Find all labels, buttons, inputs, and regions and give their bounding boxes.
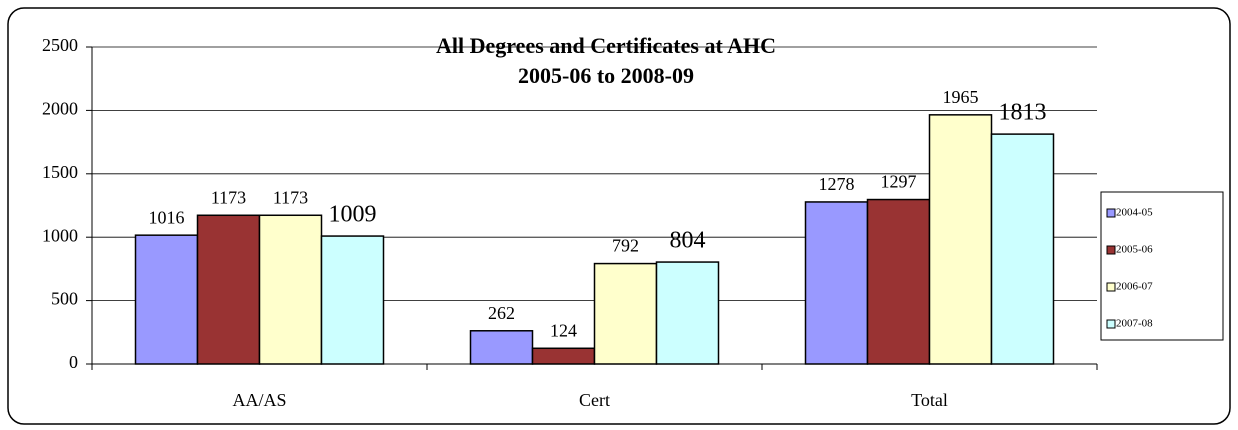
- y-tick-label: 0: [69, 352, 78, 372]
- data-label: 1016: [149, 207, 185, 227]
- x-tick-label: Cert: [579, 390, 610, 410]
- y-tick-label: 500: [51, 289, 78, 309]
- data-label: 1813: [999, 100, 1047, 126]
- legend-swatch: [1106, 282, 1116, 292]
- y-tick-label: 1000: [42, 225, 78, 245]
- bar: [866, 198, 931, 365]
- legend-label: 2005-06: [1116, 244, 1153, 256]
- legend-box: [1100, 191, 1224, 341]
- bar: [320, 235, 385, 365]
- data-label: 262: [488, 303, 515, 323]
- y-tick-label: 2000: [42, 99, 78, 119]
- data-label: 124: [550, 320, 577, 340]
- bar: [469, 330, 534, 365]
- data-label: 804: [670, 228, 706, 254]
- x-tick-label: Total: [911, 390, 948, 410]
- legend-label: 2006-07: [1116, 281, 1153, 293]
- chart-subtitle: 2005-06 to 2008-09: [518, 63, 694, 88]
- bar: [196, 214, 261, 365]
- chart-title: All Degrees and Certificates at AHC: [436, 33, 776, 58]
- bar: [804, 201, 869, 365]
- bar: [928, 114, 993, 365]
- bar: [258, 214, 323, 365]
- data-label: 1009: [329, 202, 377, 228]
- bar: [655, 261, 720, 365]
- bar: [134, 234, 199, 365]
- legend-label: 2007-08: [1116, 318, 1153, 330]
- y-tick-label: 1500: [42, 162, 78, 182]
- data-label: 1278: [819, 174, 855, 194]
- bar: [531, 347, 596, 365]
- x-tick-label: AA/AS: [232, 390, 286, 410]
- bar: [593, 262, 658, 365]
- legend-swatch: [1106, 319, 1116, 329]
- bar: [990, 133, 1055, 365]
- legend-swatch: [1106, 208, 1116, 218]
- data-label: 1297: [881, 172, 917, 192]
- data-label: 792: [612, 236, 639, 256]
- data-label: 1173: [211, 187, 246, 207]
- y-tick-label: 2500: [42, 35, 78, 55]
- legend-swatch: [1106, 245, 1116, 255]
- data-label: 1965: [943, 87, 979, 107]
- data-label: 1173: [273, 187, 308, 207]
- legend-label: 2004-05: [1116, 207, 1153, 219]
